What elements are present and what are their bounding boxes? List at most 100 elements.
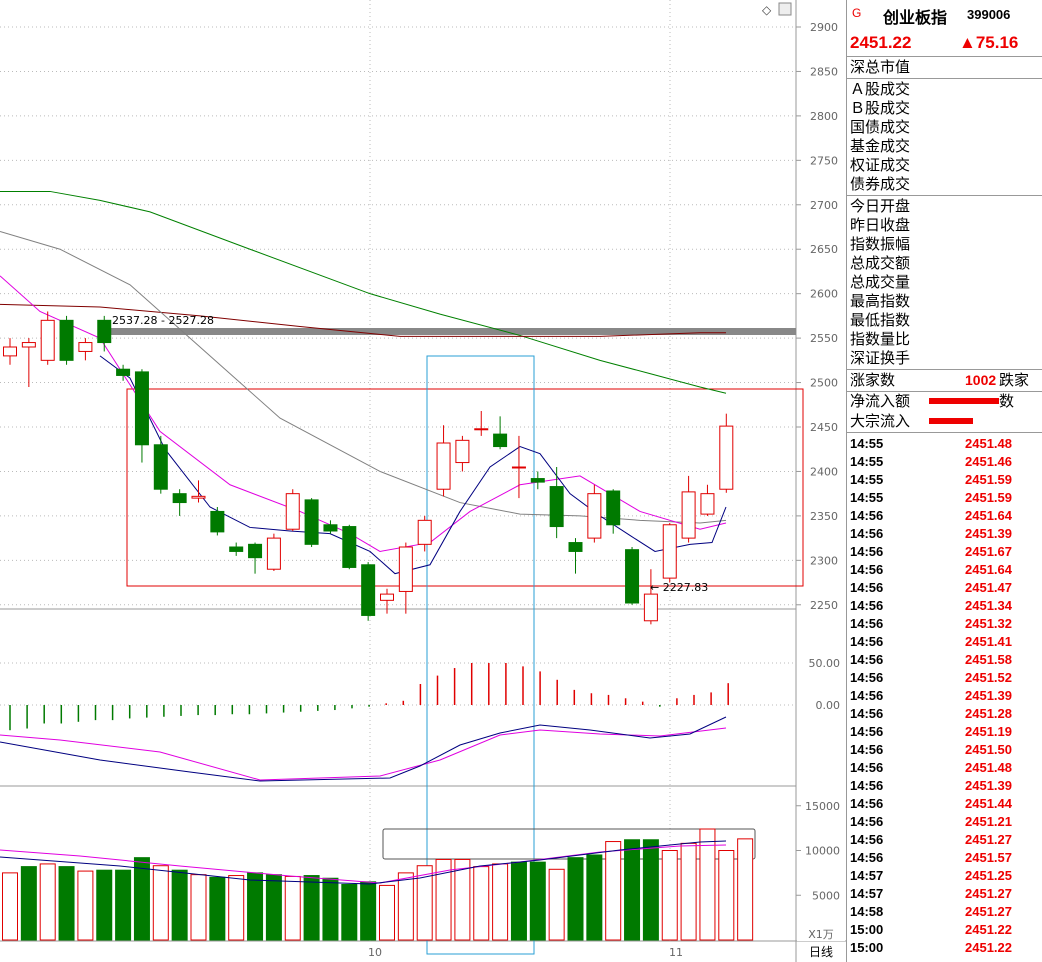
net-inflow-label: 净流入额 [850,393,911,410]
info-label: 指数量比 [850,331,911,348]
net-inflow-bar [929,398,999,404]
volume-bar [718,850,735,941]
price-axis-label: 2700 [810,199,838,212]
tick-time: 14:56 [850,544,884,559]
tick-row: 14:56 2451.64 [847,561,1042,579]
candle-body [361,564,376,616]
volume-bar [209,876,226,941]
scroll-up-icon[interactable] [778,2,792,16]
tick-price: 2451.39 [965,526,1012,541]
tick-price: 2451.44 [965,796,1012,811]
volume-bar [661,850,678,941]
candle-body [323,524,338,532]
info-label: 指数振幅 [850,236,911,253]
kline-chart-svg[interactable]: 2900 2850 2800 2750 2700 2650 2600 2550 2500 2450… [0,0,846,962]
candle-body [568,542,583,552]
tick-price: 2451.58 [965,652,1012,667]
price-axis-label: 2400 [810,465,838,478]
annotation-box-volume [382,828,756,860]
volume-unit-bg [797,928,845,941]
info-label: 基金成交 [850,138,911,155]
volume-bar [247,872,264,941]
kline-chart-area[interactable]: 2900 2850 2800 2750 2700 2650 2600 2550 2500 2450… [0,0,846,962]
tick-row: 14:56 2451.50 [847,741,1042,759]
tick-price: 2451.67 [965,544,1012,559]
volume-bar [58,866,75,941]
volume-bar [529,861,546,941]
candle-body [662,524,677,579]
tick-row: 14:56 2451.57 [847,849,1042,867]
tick-row: 14:56 2451.48 [847,759,1042,777]
volume-bar [303,875,320,941]
candle-body [134,371,149,446]
candle-body [417,519,432,545]
volume-bar [96,869,113,941]
volume-bar [605,841,622,941]
volume-bar [397,872,414,941]
macd-axis-label: 0.00 [816,699,841,712]
candle-body [681,491,696,539]
volume-bar [133,857,150,941]
tick-time: 14:58 [850,904,884,919]
tick-row: 14:56 2451.27 [847,831,1042,849]
volume-ma-line [0,844,727,884]
info-label: 今日开盘 [850,198,911,215]
volume-axis-label: 10000 [805,845,840,858]
tick-price: 2451.52 [965,670,1012,685]
tick-row: 14:56 2451.39 [847,525,1042,543]
block-inflow-bar [929,418,973,424]
tick-price: 2451.46 [965,454,1012,469]
tick-time: 14:55 [850,454,884,469]
tick-row: 14:56 2451.19 [847,723,1042,741]
candle-body [266,537,281,570]
tick-list[interactable]: 14:55 2451.48 14:55 2451.46 14:55 2451.59 14:5… [847,433,1042,957]
candle-body [700,493,715,515]
candle-body [59,319,74,361]
price-axis-label: 2350 [810,510,838,523]
tick-price: 2451.39 [965,688,1012,703]
info-label: 总成交额 [850,255,911,272]
tick-price: 2451.27 [965,832,1012,847]
candle-body [78,342,93,352]
tick-time: 14:56 [850,598,884,613]
info-label: 最高指数 [850,293,911,310]
tick-time: 14:56 [850,850,884,865]
tick-row: 14:56 2451.58 [847,651,1042,669]
candle-body [342,526,357,568]
decline-label: 跌家数 [999,372,1030,410]
volume-bar [548,868,565,941]
tick-time: 14:56 [850,634,884,649]
advance-decline-row: 涨家数 1002 跌家数 [847,370,1042,410]
tick-row: 14:56 2451.39 [847,687,1042,705]
price-axis-label: 2650 [810,243,838,256]
tick-row: 14:56 2451.52 [847,669,1042,687]
tick-row: 14:56 2451.39 [847,777,1042,795]
stock-name[interactable]: 创业板指 [883,10,948,27]
flow-row-block: 大宗流入 [847,412,1042,433]
high-annotation: 2537.28 - 2527.28 [112,314,214,327]
volume-bar [360,881,377,941]
volume-bar [152,865,169,941]
macd-dif-line [0,716,727,782]
tick-price: 2451.48 [965,760,1012,775]
candle-body [493,433,508,448]
candle-body [511,466,526,469]
candle-body [643,593,658,622]
macd-dea-line [0,727,727,781]
tick-time: 14:55 [850,490,884,505]
volume-bar [642,839,659,941]
price-axis-label: 2500 [810,377,838,390]
tick-price: 2451.57 [965,850,1012,865]
diamond-icon[interactable]: ◇ [762,3,772,17]
tick-price: 2451.19 [965,724,1012,739]
tick-price: 2451.25 [965,868,1012,883]
resistance-band [111,328,796,335]
tick-price: 2451.50 [965,742,1012,757]
candle-body [210,510,225,533]
tick-time: 14:56 [850,616,884,631]
period-label: 日线 [809,945,833,959]
info-label: 昨日收盘 [850,217,911,234]
quote-panel: G 创业板指 399006 2451.22 ▲75.16 深总市值 Ａ股成交 Ｂ股… [846,0,1042,962]
tick-price: 2451.59 [965,472,1012,487]
candle-body [719,425,734,490]
